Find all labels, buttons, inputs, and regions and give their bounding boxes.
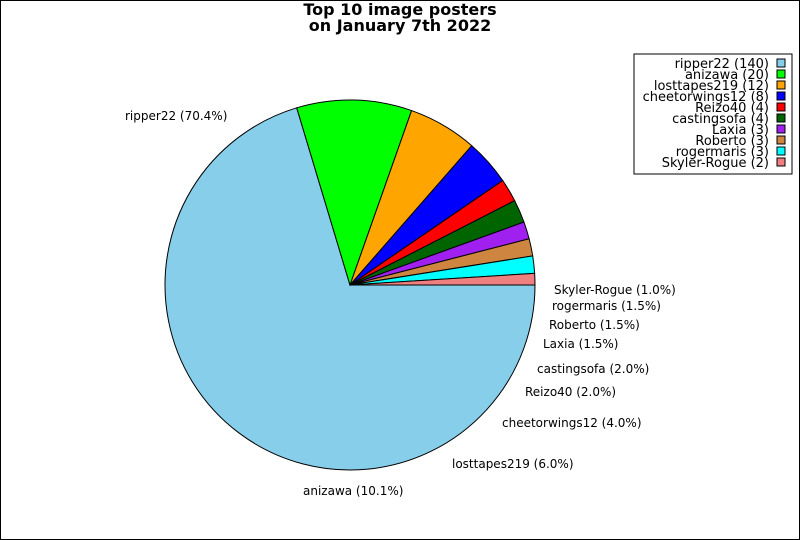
- legend-label-anizawa: anizawa (20): [685, 68, 769, 83]
- slice-label-castingsofa: castingsofa (2.0%): [537, 362, 649, 376]
- slice-label-laxia: Laxia (1.5%): [543, 337, 619, 351]
- legend-label-skyler-rogue: Skyler-Rogue (2): [662, 156, 769, 171]
- legend-swatch-castingsofa: [776, 113, 786, 123]
- pie-slice-skyler-rogue: [349, 272, 536, 286]
- legend-label-ripper22: ripper22 (140): [675, 57, 769, 72]
- legend-swatch-laxia: [776, 124, 786, 134]
- slice-label-ripper22: ripper22 (70.4%): [125, 109, 227, 123]
- legend-box: [633, 53, 793, 175]
- legend-swatch-losttapes219: [776, 80, 786, 90]
- slice-label-losttapes219: losttapes219 (6.0%): [452, 457, 574, 471]
- slice-label-skyler-rogue: Skyler-Rogue (1.0%): [554, 283, 676, 297]
- slice-label-reizo40: Reizo40 (2.0%): [525, 385, 616, 399]
- slice-label-anizawa: anizawa (10.1%): [303, 484, 403, 498]
- legend-swatch-rogermaris: [776, 146, 786, 156]
- legend-swatch-ripper22: [776, 58, 786, 68]
- pie-slice-anizawa: [296, 99, 413, 287]
- legend-label-cheetorwings12: cheetorwings12 (8): [643, 90, 769, 105]
- pie-slice-ripper22: [164, 107, 536, 471]
- legend-label-reizo40: Reizo40 (4): [695, 101, 769, 116]
- slice-label-rogermaris: rogermaris (1.5%): [552, 299, 661, 313]
- chart-title-line2: on January 7th 2022: [308, 16, 492, 35]
- legend-swatch-roberto: [776, 135, 786, 145]
- legend-label-laxia: Laxia (3): [712, 123, 769, 138]
- legend-swatch-reizo40: [776, 102, 786, 112]
- legend-label-roberto: Roberto (3): [695, 134, 769, 149]
- legend-swatch-skyler-rogue: [776, 157, 786, 167]
- legend-label-losttapes219: losttapes219 (12): [654, 79, 769, 94]
- slice-label-roberto: Roberto (1.5%): [549, 318, 640, 332]
- legend-label-rogermaris: rogermaris (3): [676, 145, 769, 160]
- legend-label-castingsofa: castingsofa (4): [672, 112, 769, 127]
- pie-slices: [164, 99, 536, 471]
- legend-swatch-anizawa: [776, 69, 786, 79]
- chart-title: Top 10 image posters on January 7th 2022: [0, 2, 800, 34]
- legend: ripper22 (140)anizawa (20)losttapes219 (…: [633, 53, 793, 175]
- legend-swatch-cheetorwings12: [776, 91, 786, 101]
- slice-label-cheetorwings12: cheetorwings12 (4.0%): [502, 416, 642, 430]
- chart-title-line1: Top 10 image posters: [303, 0, 497, 19]
- slice-labels: ripper22 (70.4%) anizawa (10.1%) losttapes…: [125, 109, 676, 498]
